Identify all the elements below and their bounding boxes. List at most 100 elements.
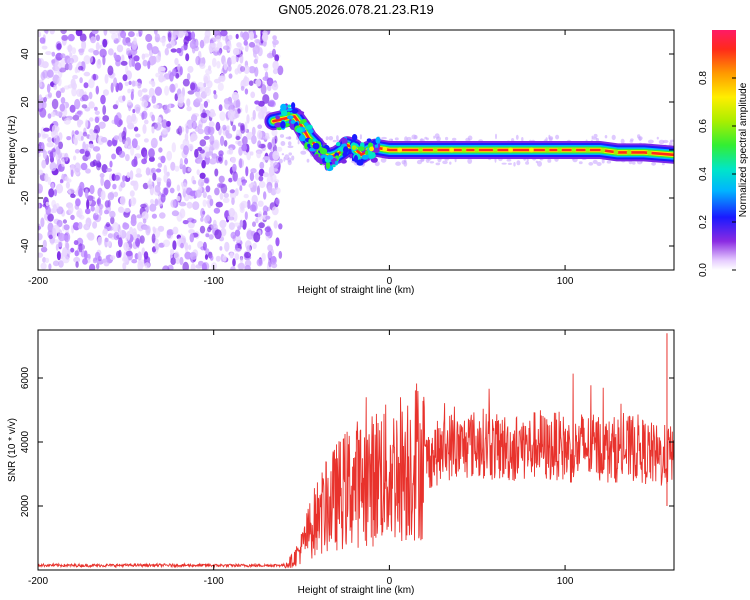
noise-blob: [78, 65, 84, 71]
noise-blob: [64, 63, 70, 71]
noise-blob: [175, 72, 180, 79]
noise-blob: [122, 222, 130, 230]
noise-blob: [191, 219, 197, 224]
noise-blob: [67, 44, 73, 53]
noise-blob: [48, 188, 55, 198]
noise-blob: [272, 42, 277, 48]
noise-blob: [73, 155, 77, 161]
signal-node: [544, 147, 550, 153]
noise-blob: [45, 51, 52, 56]
noise-blob: [169, 83, 176, 93]
noise-blob: [191, 114, 198, 123]
noise-blob: [148, 80, 155, 85]
haze-blob: [521, 137, 524, 142]
haze-blob: [601, 158, 605, 164]
noise-blob: [38, 31, 42, 38]
noise-blob: [38, 225, 42, 230]
haze-blob: [606, 160, 612, 164]
spectrogram-x-tick-label: -100: [204, 276, 224, 287]
noise-blob: [262, 63, 269, 69]
haze-blob: [501, 162, 507, 165]
noise-blob: [179, 66, 183, 76]
noise-blob: [246, 114, 250, 124]
noise-blob: [44, 257, 50, 264]
noise-blob: [103, 30, 108, 36]
haze-blob: [611, 134, 616, 141]
haze-blob: [535, 160, 539, 164]
noise-blob: [74, 250, 79, 257]
noise-blob: [246, 245, 251, 253]
noise-blob: [170, 257, 176, 266]
noise-blob: [92, 73, 97, 81]
noise-blob: [144, 119, 149, 125]
noise-blob: [232, 171, 238, 182]
signal-speckle: [299, 134, 306, 142]
noise-blob: [42, 150, 48, 160]
noise-blob: [208, 234, 214, 240]
noise-blob: [251, 126, 256, 136]
haze-blob: [424, 136, 428, 140]
noise-blob: [219, 219, 227, 229]
noise-blob: [215, 121, 221, 131]
noise-blob: [90, 36, 97, 44]
haze-blob: [658, 139, 665, 145]
noise-blob: [217, 49, 222, 56]
noise-blob: [274, 54, 280, 62]
signal-node: [397, 147, 403, 153]
signal-speckle: [375, 136, 381, 144]
noise-blob: [104, 74, 109, 84]
noise-blob: [117, 82, 123, 91]
noise-blob: [229, 189, 235, 194]
noise-blob: [50, 111, 56, 117]
noise-blob: [139, 235, 145, 244]
noise-blob: [219, 246, 223, 251]
noise-blob: [234, 253, 240, 261]
noise-blob: [203, 100, 209, 108]
noise-blob: [214, 229, 222, 240]
noise-blob: [139, 262, 146, 268]
noise-blob: [166, 229, 174, 236]
noise-blob: [65, 181, 70, 189]
noise-blob: [86, 195, 94, 201]
noise-blob: [100, 94, 106, 105]
noise-blob: [256, 129, 263, 140]
signal-speckle: [353, 155, 358, 163]
colorbar-ticks: 0.0 0.2 0.4 0.6 0.8: [698, 71, 736, 277]
colorbar-tick-label: 0.4: [698, 167, 709, 181]
noise-blob: [126, 50, 132, 56]
noise-blob: [157, 116, 162, 123]
noise-blob: [197, 94, 201, 100]
haze-blob: [648, 139, 654, 144]
noise-blob: [256, 185, 260, 196]
noise-blob: [84, 250, 88, 260]
noise-blob: [60, 97, 66, 104]
noise-blob: [58, 233, 66, 242]
noise-blob: [197, 178, 205, 187]
haze-blob: [306, 158, 310, 163]
noise-blob: [278, 250, 283, 259]
noise-blob: [150, 137, 158, 149]
noise-blob: [245, 166, 249, 177]
noise-blob: [179, 158, 184, 168]
noise-blob: [63, 117, 71, 125]
noise-blob: [100, 190, 106, 201]
noise-blob: [260, 84, 267, 95]
noise-blob: [239, 54, 244, 64]
noise-blob: [166, 178, 172, 188]
noise-blob: [222, 197, 230, 204]
noise-blob: [46, 83, 51, 94]
noise-blob: [208, 121, 215, 128]
noise-blob: [251, 194, 258, 205]
noise-blob: [51, 51, 56, 57]
noise-blob: [213, 93, 218, 100]
noise-blob: [122, 37, 129, 46]
noise-blob: [86, 232, 94, 239]
noise-blob: [220, 227, 227, 237]
noise-blob: [248, 183, 253, 188]
noise-blob: [119, 195, 126, 206]
noise-blob: [56, 251, 61, 261]
noise-blob: [235, 98, 241, 109]
spectrogram-y-tick-label: -20: [20, 190, 31, 205]
noise-blob: [242, 219, 247, 230]
noise-blob: [224, 159, 228, 166]
